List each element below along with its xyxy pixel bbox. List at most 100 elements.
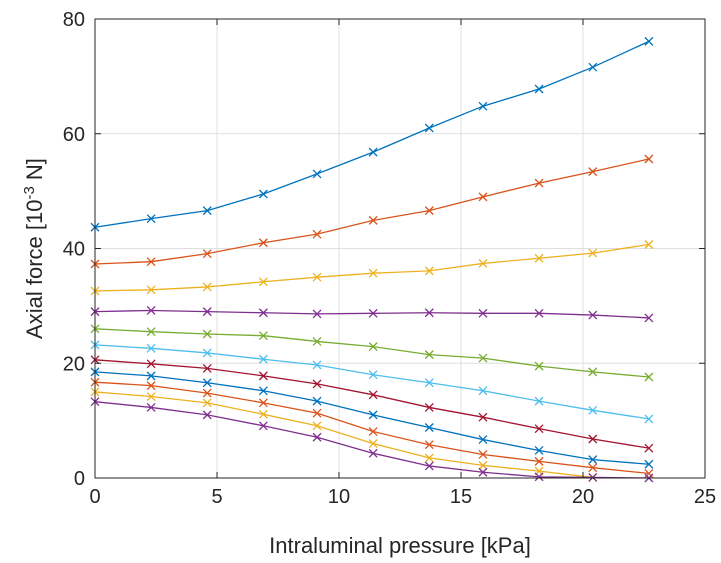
data-point-marker — [534, 446, 544, 455]
data-point-marker — [424, 206, 434, 216]
data-point-marker — [202, 348, 212, 358]
series-5 — [90, 324, 654, 382]
data-point-marker — [424, 453, 434, 463]
grid — [95, 19, 705, 478]
data-point-marker — [368, 342, 378, 352]
data-point-marker — [478, 450, 488, 459]
series-line — [94, 344, 649, 420]
data-point-marker — [258, 354, 268, 364]
y-tick-label: 60 — [63, 124, 85, 146]
data-point-marker — [146, 343, 156, 353]
axes — [94, 18, 706, 479]
data-point-marker — [534, 253, 544, 263]
data-point-marker — [146, 402, 156, 412]
series-line — [94, 243, 649, 292]
data-point-marker — [146, 306, 156, 315]
y-axis-label-sup: -3 — [21, 186, 38, 199]
data-point-marker — [644, 443, 654, 453]
data-point-marker — [202, 329, 212, 339]
data-point-marker — [146, 257, 156, 267]
data-point-marker — [368, 427, 378, 436]
data-point-marker — [424, 378, 434, 388]
data-point-marker — [368, 147, 378, 157]
data-point-marker — [146, 327, 156, 337]
data-point-marker — [146, 214, 156, 224]
x-tick-label: 25 — [694, 486, 716, 508]
series-1 — [90, 36, 654, 232]
y-tick-label: 20 — [63, 353, 85, 375]
series-2 — [90, 154, 654, 269]
data-point-marker — [588, 167, 598, 177]
data-point-marker — [258, 421, 268, 431]
data-point-marker — [146, 392, 156, 401]
data-point-marker — [644, 240, 654, 249]
data-point-marker — [146, 371, 156, 381]
data-point-marker — [202, 363, 212, 373]
x-axis-label: Intraluminal pressure [kPa] — [269, 533, 531, 558]
data-point-marker — [478, 308, 488, 318]
series-11 — [90, 397, 654, 483]
data-point-marker — [202, 307, 212, 317]
data-point-marker — [478, 353, 488, 363]
data-point-marker — [644, 313, 654, 323]
data-point-marker — [644, 36, 654, 46]
data-point-marker — [478, 412, 488, 422]
series-3 — [90, 240, 654, 296]
data-point-marker — [478, 467, 488, 477]
data-point-marker — [312, 360, 322, 370]
data-point-marker — [424, 308, 434, 318]
data-point-marker — [588, 62, 598, 72]
data-point-marker — [202, 249, 212, 259]
data-point-marker — [368, 215, 378, 225]
x-tick-label: 0 — [89, 486, 100, 508]
x-tick-label: 20 — [572, 486, 594, 508]
data-point-marker — [202, 378, 212, 388]
data-point-marker — [258, 386, 268, 396]
data-point-marker — [202, 410, 212, 420]
data-point-marker — [312, 432, 322, 442]
data-point-marker — [478, 435, 488, 445]
data-point-marker — [588, 434, 598, 444]
data-point-marker — [644, 414, 654, 424]
data-point-marker — [478, 460, 488, 470]
data-point-marker — [534, 361, 544, 371]
y-axis-label: Axial force [10-3 N] — [21, 158, 48, 339]
data-point-marker — [312, 169, 322, 179]
data-point-marker — [534, 84, 544, 94]
data-point-marker — [202, 282, 212, 292]
data-point-marker — [534, 178, 544, 188]
data-point-marker — [258, 371, 268, 381]
data-point-marker — [202, 388, 212, 398]
data-point-marker — [368, 370, 378, 380]
data-point-marker — [146, 381, 156, 391]
data-point-marker — [534, 472, 544, 482]
data-point-marker — [312, 379, 322, 389]
data-point-marker — [534, 456, 544, 466]
data-point-marker — [368, 448, 378, 458]
data-point-marker — [312, 421, 322, 431]
series-6 — [90, 340, 654, 424]
y-axis-label-tail: N] — [22, 158, 47, 186]
data-point-marker — [258, 331, 268, 341]
data-point-marker — [258, 277, 268, 287]
data-point-marker — [478, 386, 488, 396]
data-point-marker — [424, 461, 434, 471]
series-9 — [90, 377, 654, 478]
data-point-marker — [588, 463, 598, 473]
y-axis-label-main: Axial force [10 — [22, 200, 47, 339]
data-point-marker — [424, 123, 434, 133]
data-point-marker — [534, 308, 544, 318]
series-line — [94, 328, 649, 378]
y-tick-label: 80 — [63, 9, 85, 31]
data-point-marker — [368, 410, 378, 420]
series-4 — [90, 306, 654, 323]
data-point-marker — [588, 367, 598, 377]
data-point-marker — [258, 308, 268, 318]
data-point-marker — [258, 409, 268, 419]
data-point-marker — [478, 258, 488, 268]
data-point-marker — [478, 101, 488, 111]
data-point-marker — [534, 424, 544, 434]
data-point-marker — [312, 396, 322, 406]
data-point-marker — [312, 272, 322, 282]
series-line — [94, 40, 650, 228]
